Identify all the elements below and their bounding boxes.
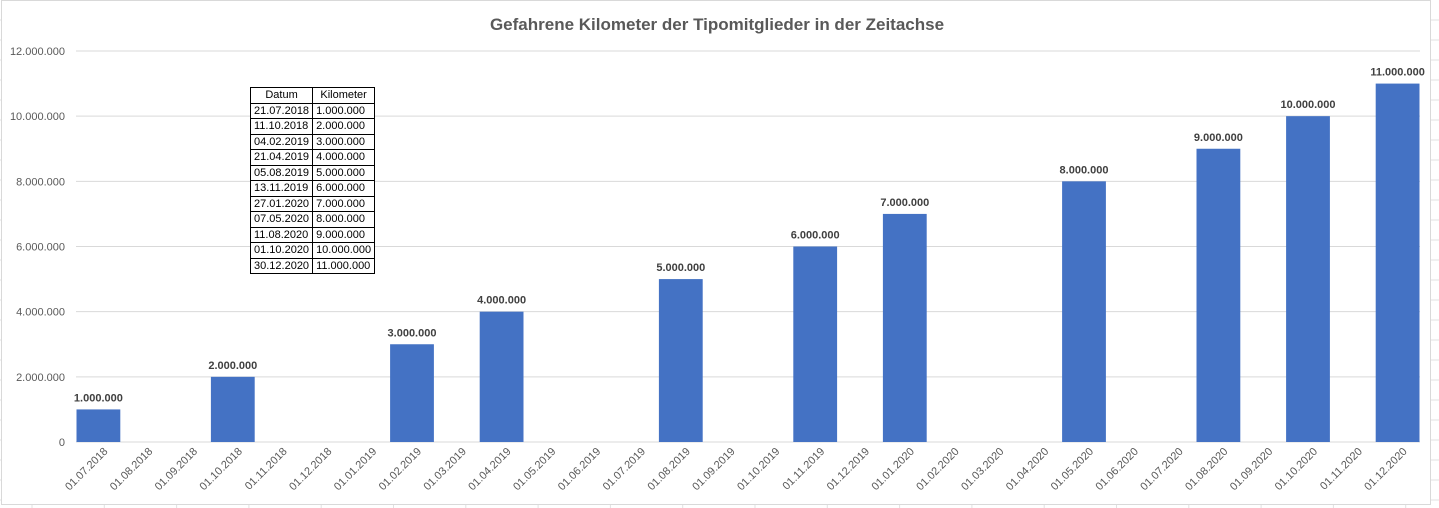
data-label: 9.000.000 — [1194, 132, 1243, 144]
data-label: 5.000.000 — [656, 262, 705, 274]
data-table: Datum Kilometer 21.07.2018 1.000.000 11.10.… — [249, 87, 376, 274]
x-tick-label: 01.10.2020 — [1273, 446, 1320, 493]
x-tick-label: 01.05.2019 — [511, 446, 558, 493]
table-row: 21.04.2019 4.000.000 — [249, 149, 376, 166]
bar[interactable] — [1286, 116, 1330, 443]
x-tick-label: 01.03.2019 — [422, 446, 469, 493]
bar[interactable] — [1196, 148, 1241, 442]
table-row: 27.01.2020 7.000.000 — [249, 195, 376, 212]
x-tick-label: 01.06.2020 — [1094, 446, 1141, 493]
table-cell: 04.02.2019 — [249, 133, 314, 150]
x-tick-label: 01.07.2018 — [63, 446, 110, 493]
table-cell: 21.07.2018 — [249, 102, 314, 119]
x-tick-label: 01.11.2020 — [1318, 446, 1365, 493]
bar[interactable] — [793, 246, 838, 443]
table-cell: 6.000.000 — [312, 180, 376, 197]
table-cell: 9.000.000 — [312, 226, 376, 243]
table-cell: 8.000.000 — [312, 211, 376, 228]
table-row: 07.05.2020 8.000.000 — [249, 211, 376, 228]
x-tick-label: 01.11.2018 — [243, 446, 290, 493]
table-row: 11.10.2018 2.000.000 — [249, 118, 376, 135]
data-label: 10.000.000 — [1280, 99, 1335, 111]
table-cell: 07.05.2020 — [249, 211, 314, 228]
table-cell: 10.000.000 — [312, 242, 376, 259]
x-tick-label: 01.02.2019 — [377, 446, 424, 493]
x-tick-label: 01.04.2019 — [466, 446, 513, 493]
x-tick-label: 01.01.2020 — [870, 446, 917, 493]
table-cell: 05.08.2019 — [249, 164, 314, 181]
x-tick-label: 01.10.2018 — [198, 446, 245, 493]
x-tick-label: 01.03.2020 — [959, 446, 1006, 493]
bar[interactable] — [76, 409, 121, 442]
table-row: 21.07.2018 1.000.000 — [249, 102, 376, 119]
data-label: 2.000.000 — [208, 360, 257, 372]
bar[interactable] — [882, 213, 927, 442]
data-label: 11.000.000 — [1370, 67, 1424, 79]
table-cell: 1.000.000 — [312, 102, 376, 119]
x-tick-label: 01.09.2019 — [690, 446, 737, 493]
table-row: 11.08.2020 9.000.000 — [249, 226, 376, 243]
table-cell: 2.000.000 — [312, 118, 376, 135]
table-cell: 4.000.000 — [312, 149, 376, 166]
table-cell: 01.10.2020 — [249, 242, 314, 259]
x-tick-label: 01.11.2019 — [780, 446, 827, 493]
table-cell: 11.10.2018 — [249, 118, 314, 135]
table-cell: 3.000.000 — [312, 133, 376, 150]
x-tick-label: 01.01.2019 — [332, 446, 379, 493]
table-row: 13.11.2019 6.000.000 — [249, 180, 376, 197]
x-tick-label: 01.06.2019 — [556, 446, 603, 493]
y-tick-label: 12.000.000 — [10, 46, 65, 58]
table-cell: 30.12.2020 — [249, 257, 314, 274]
x-tick-label: 01.08.2020 — [1183, 446, 1230, 493]
x-tick-label: 01.02.2020 — [914, 446, 961, 493]
data-label: 1.000.000 — [74, 392, 123, 404]
x-tick-label: 01.08.2019 — [646, 446, 693, 493]
x-tick-label: 01.12.2019 — [825, 446, 872, 493]
bar[interactable] — [1062, 181, 1106, 443]
bar[interactable] — [210, 376, 255, 442]
x-tick-label: 01.07.2020 — [1138, 446, 1185, 493]
table-row: 01.10.2020 10.000.000 — [249, 242, 376, 259]
y-tick-label: 0 — [59, 437, 65, 449]
table-header-row: Datum Kilometer — [249, 87, 376, 104]
chart-title: Gefahrene Kilometer der Tipomitglieder i… — [489, 15, 945, 34]
table-cell: 7.000.000 — [312, 195, 376, 212]
bar[interactable] — [479, 311, 524, 442]
table-row: 30.12.2020 11.000.000 — [249, 257, 376, 274]
bar[interactable] — [390, 344, 434, 442]
x-tick-label: 01.12.2018 — [287, 446, 334, 493]
table-cell: 11.000.000 — [312, 257, 376, 274]
table-cell: 11.08.2020 — [249, 226, 314, 243]
data-label: 7.000.000 — [880, 197, 929, 209]
data-label: 4.000.000 — [477, 295, 526, 307]
bar[interactable] — [658, 279, 703, 442]
y-tick-label: 10.000.000 — [10, 111, 65, 123]
table-header-cell: Kilometer — [312, 87, 376, 104]
data-label: 6.000.000 — [791, 230, 840, 242]
x-tick-label: 01.10.2019 — [735, 446, 782, 493]
table-cell: 13.11.2019 — [249, 180, 314, 197]
x-tick-label: 01.07.2019 — [601, 446, 648, 493]
x-tick-label: 01.09.2020 — [1228, 446, 1275, 493]
table-cell: 5.000.000 — [312, 164, 376, 181]
y-tick-label: 8.000.000 — [16, 176, 65, 188]
x-tick-label: 01.08.2018 — [108, 446, 155, 493]
data-label: 8.000.000 — [1060, 164, 1109, 176]
x-tick-label: 01.09.2018 — [153, 446, 200, 493]
bar[interactable] — [1375, 83, 1420, 442]
x-tick-label: 01.05.2020 — [1049, 446, 1096, 493]
table-cell: 21.04.2019 — [249, 149, 314, 166]
x-tick-label: 01.12.2020 — [1362, 446, 1409, 493]
table-cell: 27.01.2020 — [249, 195, 314, 212]
table-row: 05.08.2019 5.000.000 — [249, 164, 376, 181]
table-header-cell: Datum — [249, 87, 314, 104]
y-tick-label: 4.000.000 — [16, 307, 65, 319]
table-row: 04.02.2019 3.000.000 — [249, 133, 376, 150]
x-tick-label: 01.04.2020 — [1004, 446, 1051, 493]
y-tick-label: 6.000.000 — [16, 242, 65, 254]
data-label: 3.000.000 — [388, 327, 437, 339]
y-tick-label: 2.000.000 — [16, 372, 65, 384]
